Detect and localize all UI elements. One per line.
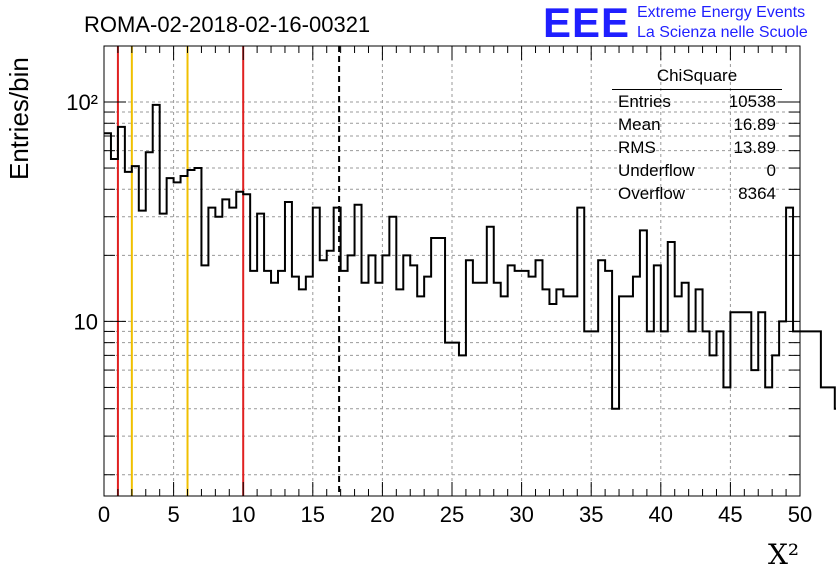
x-axis-label: X² [768, 538, 800, 571]
stats-row-mean: Mean 16.89 [612, 113, 776, 136]
stats-row-entries: Entries 10538 [612, 90, 776, 113]
histogram-series [104, 103, 836, 410]
x-tick-label: 40 [649, 502, 673, 527]
y-tick-label: 10² [66, 90, 98, 115]
stats-value: 8364 [738, 184, 776, 203]
stats-label: Underflow [618, 161, 695, 180]
x-tick-label: 25 [440, 502, 464, 527]
x-tick-label: 35 [579, 502, 603, 527]
stats-label: Entries [618, 92, 671, 111]
x-tick-label: 15 [301, 502, 325, 527]
x-tick-label: 10 [231, 502, 255, 527]
x-tick-label: 20 [370, 502, 394, 527]
stats-value: 16.89 [733, 115, 776, 134]
logo-subtitle-line2: La Scienza nelle Scuole [637, 24, 808, 41]
x-tick-label: 50 [788, 502, 812, 527]
stats-value: 13.89 [733, 138, 776, 157]
stats-row-overflow: Overflow 8364 [612, 182, 776, 205]
stats-row-underflow: Underflow 0 [612, 159, 776, 182]
stats-value: 10538 [728, 92, 776, 111]
stats-label: RMS [618, 138, 656, 157]
x-tick-label: 0 [98, 502, 110, 527]
run-title: ROMA-02-2018-02-16-00321 [84, 12, 371, 37]
x-tick-label: 5 [167, 502, 179, 527]
y-axis-label: Entries/bin [4, 57, 34, 180]
x-tick-label: 30 [509, 502, 533, 527]
y-tick-label: 10 [74, 309, 98, 334]
stats-label: Overflow [618, 184, 686, 203]
eee-logo: EEE [543, 0, 631, 46]
stats-label: Mean [618, 115, 661, 134]
x-tick-label: 45 [718, 502, 742, 527]
stats-box: ChiSquare Entries 10538 Mean 16.89 RMS 1… [612, 66, 806, 205]
stats-row-rms: RMS 13.89 [612, 136, 776, 159]
stats-value: 0 [766, 161, 776, 180]
logo-subtitle-line1: Extreme Energy Events [637, 4, 806, 21]
stats-title: ChiSquare [612, 66, 782, 90]
